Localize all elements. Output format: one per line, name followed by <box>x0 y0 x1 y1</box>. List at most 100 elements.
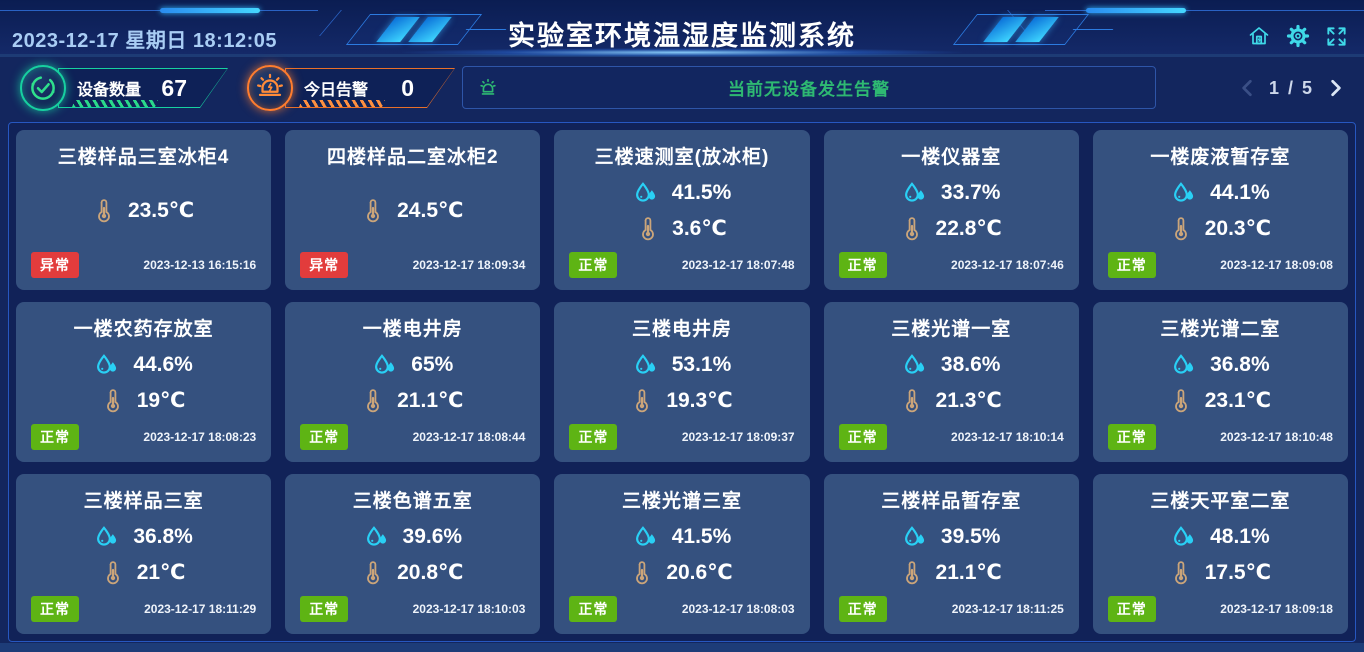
room-name: 一楼仪器室 <box>901 147 1002 168</box>
device-card[interactable]: 三楼样品三室 36.8% 21℃ 正常 <box>16 474 272 634</box>
card-footer: 异常 2023-12-17 18:09:34 <box>285 252 540 278</box>
bottom-strip-decoration <box>0 643 1364 652</box>
device-check-icon <box>20 65 66 111</box>
header-deco-segment-right <box>1086 8 1186 13</box>
device-card[interactable]: 三楼速测室(放冰柜) 41.5% 3.6℃ <box>554 130 810 290</box>
device-card[interactable]: 三楼电井房 53.1% 19.3℃ 正常 <box>554 302 810 462</box>
temperature-icon <box>636 561 649 585</box>
humidity-row: 36.8% <box>94 524 193 550</box>
timestamp: 2023-12-17 18:09:18 <box>1220 602 1333 616</box>
humidity-value: 41.5% <box>671 180 732 204</box>
humidity-value: 39.6% <box>402 524 463 548</box>
temperature-icon <box>642 217 655 241</box>
temperature-row: 24.5℃ <box>362 198 463 223</box>
settings-icon[interactable] <box>1286 24 1310 48</box>
header-deco-segment-left <box>160 8 260 13</box>
temperature-value: 20.8℃ <box>397 561 464 585</box>
device-card[interactable]: 一楼仪器室 33.7% 22.8℃ 正常 <box>823 130 1079 290</box>
humidity-icon <box>635 353 655 374</box>
humidity-value: 36.8% <box>1210 352 1270 376</box>
humidity-icon <box>904 353 925 374</box>
card-body: 39.5% 21.1℃ <box>824 513 1079 596</box>
card-footer: 正常 2023-12-17 18:07:46 <box>824 252 1079 278</box>
fullscreen-icon[interactable] <box>1325 25 1348 48</box>
card-body: 48.1% 17.5℃ <box>1093 513 1348 596</box>
device-card[interactable]: 一楼电井房 65% 21.1℃ 正常 <box>285 302 541 462</box>
humidity-row: 48.1% <box>1171 524 1270 550</box>
humidity-value: 33.7% <box>940 180 1001 204</box>
timestamp: 2023-12-17 18:10:03 <box>412 602 526 616</box>
device-card[interactable]: 一楼废液暂存室 44.1% 20.3℃ 正常 <box>1092 130 1348 290</box>
card-body: 53.1% 19.3℃ <box>554 341 809 424</box>
timestamp: 2023-12-17 18:09:37 <box>681 430 795 444</box>
humidity-value: 36.8% <box>133 524 193 548</box>
timestamp: 2023-12-17 18:09:34 <box>412 258 526 272</box>
humidity-icon <box>635 181 655 202</box>
status-badge: 正常 <box>569 252 618 278</box>
card-footer: 正常 2023-12-17 18:08:03 <box>554 596 809 622</box>
room-name: 三楼样品三室冰柜4 <box>57 147 230 168</box>
status-badge: 正常 <box>569 596 618 622</box>
device-card[interactable]: 三楼样品暂存室 39.5% 21.1℃ 正常 <box>823 474 1079 634</box>
card-footer: 正常 2023-12-17 18:09:18 <box>1093 596 1348 622</box>
room-name: 三楼样品三室 <box>83 491 204 512</box>
device-card[interactable]: 一楼农药存放室 44.6% 19℃ 正常 <box>16 302 272 462</box>
temperature-icon <box>1174 217 1187 241</box>
temperature-value: 24.5℃ <box>397 199 464 222</box>
status-badge: 异常 <box>31 252 79 278</box>
humidity-row: 44.1% <box>1171 180 1270 206</box>
timestamp: 2023-12-17 18:11:29 <box>144 602 257 616</box>
device-card[interactable]: 三楼色谱五室 39.6% 20.8℃ 正常 <box>285 474 541 634</box>
status-badge: 正常 <box>31 596 79 622</box>
prev-page-icon[interactable] <box>1239 79 1255 97</box>
temperature-value: 23.5℃ <box>127 199 195 222</box>
device-card[interactable]: 三楼光谱三室 41.5% 20.6℃ 正常 <box>554 474 810 634</box>
temperature-value: 19.3℃ <box>666 389 733 413</box>
temperature-icon <box>367 561 380 585</box>
humidity-value: 44.6% <box>133 352 193 376</box>
status-badge: 正常 <box>838 252 887 278</box>
device-card[interactable]: 三楼光谱一室 38.6% 21.3℃ 正常 <box>823 302 1079 462</box>
status-badge: 正常 <box>300 596 349 622</box>
card-body: 44.1% 20.3℃ <box>1093 169 1348 252</box>
temperature-icon <box>106 561 119 585</box>
device-card[interactable]: 三楼光谱二室 36.8% 23.1℃ 正常 <box>1092 302 1348 462</box>
status-badge: 正常 <box>300 424 349 450</box>
main-panel: 三楼样品三室冰柜4 23.5℃ 异常 <box>8 122 1356 642</box>
temperature-row: 21.1℃ <box>901 560 1002 585</box>
humidity-icon <box>366 525 386 546</box>
pagination: 1 / 5 <box>1239 73 1344 103</box>
today-alarm-badge: 今日告警 0 <box>285 68 455 108</box>
status-badge: 正常 <box>1107 252 1156 278</box>
room-name: 三楼电井房 <box>631 319 732 340</box>
device-card[interactable]: 三楼天平室二室 48.1% 17.5℃ 正常 <box>1092 474 1348 634</box>
card-body: 38.6% 21.3℃ <box>824 341 1079 424</box>
humidity-row: 36.8% <box>1171 352 1270 378</box>
alarm-siren-icon <box>247 65 293 111</box>
device-count-value: 67 <box>161 74 187 101</box>
device-card[interactable]: 四楼样品二室冰柜2 24.5℃ 异常 <box>285 130 541 290</box>
temperature-value: 3.6℃ <box>672 217 727 241</box>
temperature-row: 22.8℃ <box>901 216 1002 241</box>
status-badge: 正常 <box>1107 596 1156 622</box>
humidity-row: 39.5% <box>902 524 1000 550</box>
card-body: 36.8% 23.1℃ <box>1093 341 1348 424</box>
header: 2023-12-17 星期日 18:12:05 实验室环境温湿度监测系统 <box>0 0 1364 57</box>
humidity-row: 33.7% <box>902 180 1001 206</box>
temperature-value: 21℃ <box>136 561 186 585</box>
today-alarm-value: 0 <box>401 74 414 101</box>
temperature-row: 19℃ <box>102 388 185 413</box>
timestamp: 2023-12-17 18:09:08 <box>1220 258 1333 272</box>
next-page-icon[interactable] <box>1328 79 1344 97</box>
humidity-icon <box>904 181 925 202</box>
temperature-icon <box>905 389 918 413</box>
home-icon[interactable] <box>1247 24 1271 48</box>
timestamp: 2023-12-13 16:15:16 <box>143 258 257 272</box>
room-name: 三楼样品暂存室 <box>881 491 1022 512</box>
temperature-icon <box>367 198 380 222</box>
room-name: 一楼农药存放室 <box>73 319 214 340</box>
temperature-value: 17.5℃ <box>1204 561 1272 585</box>
card-body: 41.5% 20.6℃ <box>554 513 809 596</box>
device-card[interactable]: 三楼样品三室冰柜4 23.5℃ 异常 <box>16 130 272 290</box>
humidity-row: 38.6% <box>902 352 1000 378</box>
